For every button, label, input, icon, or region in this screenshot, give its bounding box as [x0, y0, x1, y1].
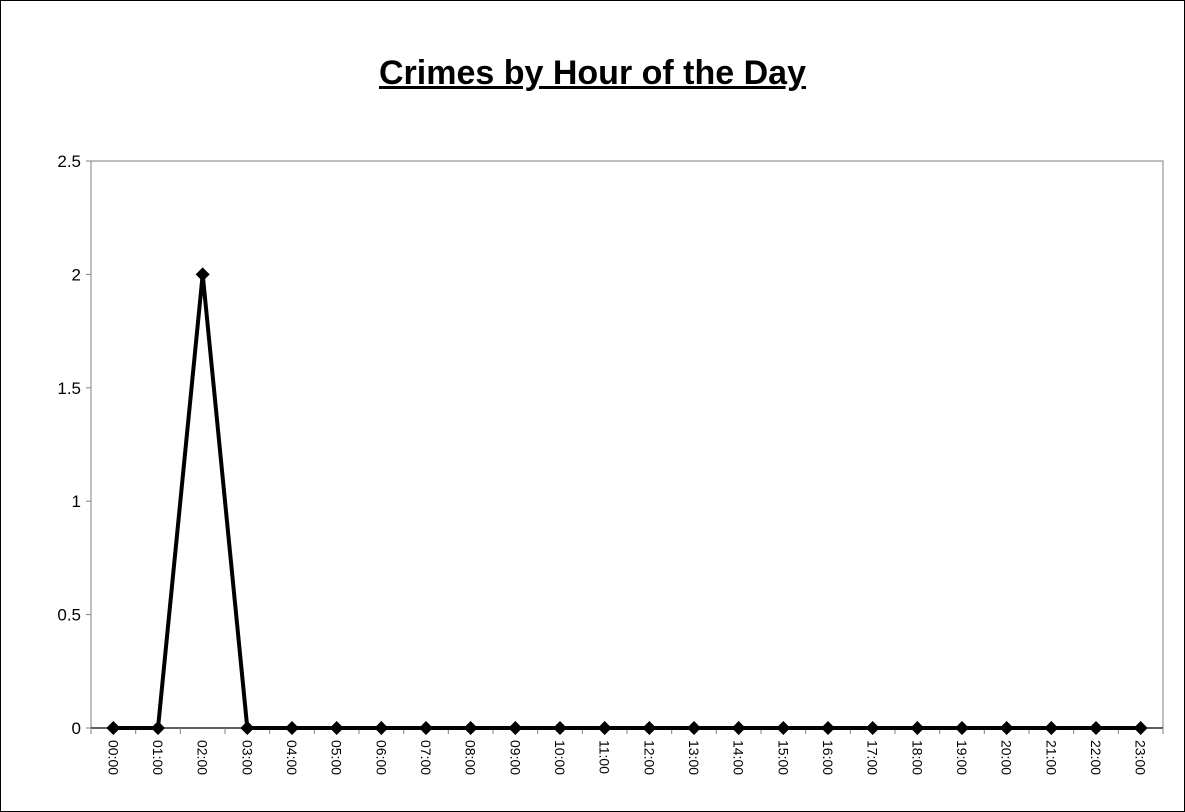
x-tick-label: 22:00: [1088, 740, 1104, 775]
x-tick-label: 12:00: [641, 740, 657, 775]
x-tick-label: 02:00: [195, 740, 211, 775]
data-point-marker: [776, 721, 791, 735]
chart-title: Crimes by Hour of the Day: [379, 54, 806, 92]
x-tick-label: 09:00: [507, 740, 523, 775]
y-tick-label: 2.5: [57, 152, 81, 171]
x-axis-ticks: 00:00 01:00 02:00 03:00 04:00 05:00 06:00 07:00…: [90, 728, 1164, 775]
data-point-marker: [195, 267, 210, 282]
y-tick-label: 0: [72, 719, 81, 738]
data-point-marker: [642, 721, 657, 735]
x-tick-label: 13:00: [686, 740, 702, 775]
data-point-marker: [999, 721, 1014, 735]
y-tick-label: 1: [72, 492, 81, 511]
x-tick-label: 17:00: [865, 740, 881, 775]
data-point-marker: [106, 721, 121, 735]
x-tick-label: 20:00: [999, 740, 1015, 775]
axes: [90, 160, 1164, 729]
data-point-marker: [687, 721, 701, 735]
y-tick-label: 0.5: [57, 606, 81, 625]
x-tick-label: 08:00: [463, 740, 479, 775]
data-point-marker: [910, 721, 925, 735]
data-point-marker: [1044, 721, 1059, 735]
data-point-marker: [329, 721, 344, 735]
x-tick-label: 16:00: [820, 740, 836, 775]
data-point-marker: [955, 721, 969, 735]
data-series: [106, 267, 1148, 735]
x-tick-label: 05:00: [329, 740, 345, 775]
data-point-marker: [731, 721, 746, 735]
x-tick-label: 23:00: [1133, 740, 1149, 775]
x-tick-label: 19:00: [954, 740, 970, 775]
y-tick-label: 1.5: [57, 379, 81, 398]
x-tick-label: 14:00: [731, 740, 747, 775]
data-point-marker: [1089, 721, 1103, 735]
x-tick-label: 15:00: [775, 740, 791, 775]
data-point-marker: [597, 721, 612, 735]
x-tick-label: 10:00: [552, 740, 568, 775]
plot-area: [90, 160, 1164, 729]
x-tick-label: 00:00: [105, 740, 121, 775]
x-tick-label: 11:00: [597, 740, 613, 774]
data-point-marker: [553, 721, 567, 735]
data-point-marker: [821, 721, 835, 735]
x-tick-label: 21:00: [1043, 740, 1059, 775]
data-point-marker: [463, 721, 478, 735]
x-tick-label: 07:00: [418, 740, 434, 775]
data-point-marker: [151, 721, 165, 735]
data-point-marker: [1133, 721, 1148, 735]
data-point-marker: [374, 721, 389, 735]
y-axis-ticks: 0 0.5 1 1.5 2 2.5: [57, 152, 91, 738]
data-point-marker: [865, 721, 880, 735]
data-point-marker: [419, 721, 433, 735]
x-tick-label: 18:00: [909, 740, 925, 775]
data-point-marker: [240, 721, 255, 735]
x-tick-label: 01:00: [150, 740, 166, 775]
x-tick-label: 04:00: [284, 740, 300, 775]
data-point-marker: [285, 721, 299, 735]
series-line: [113, 274, 1141, 730]
y-tick-label: 2: [72, 265, 81, 284]
x-tick-label: 06:00: [373, 740, 389, 775]
x-tick-label: 03:00: [239, 740, 255, 775]
data-point-marker: [508, 721, 523, 735]
